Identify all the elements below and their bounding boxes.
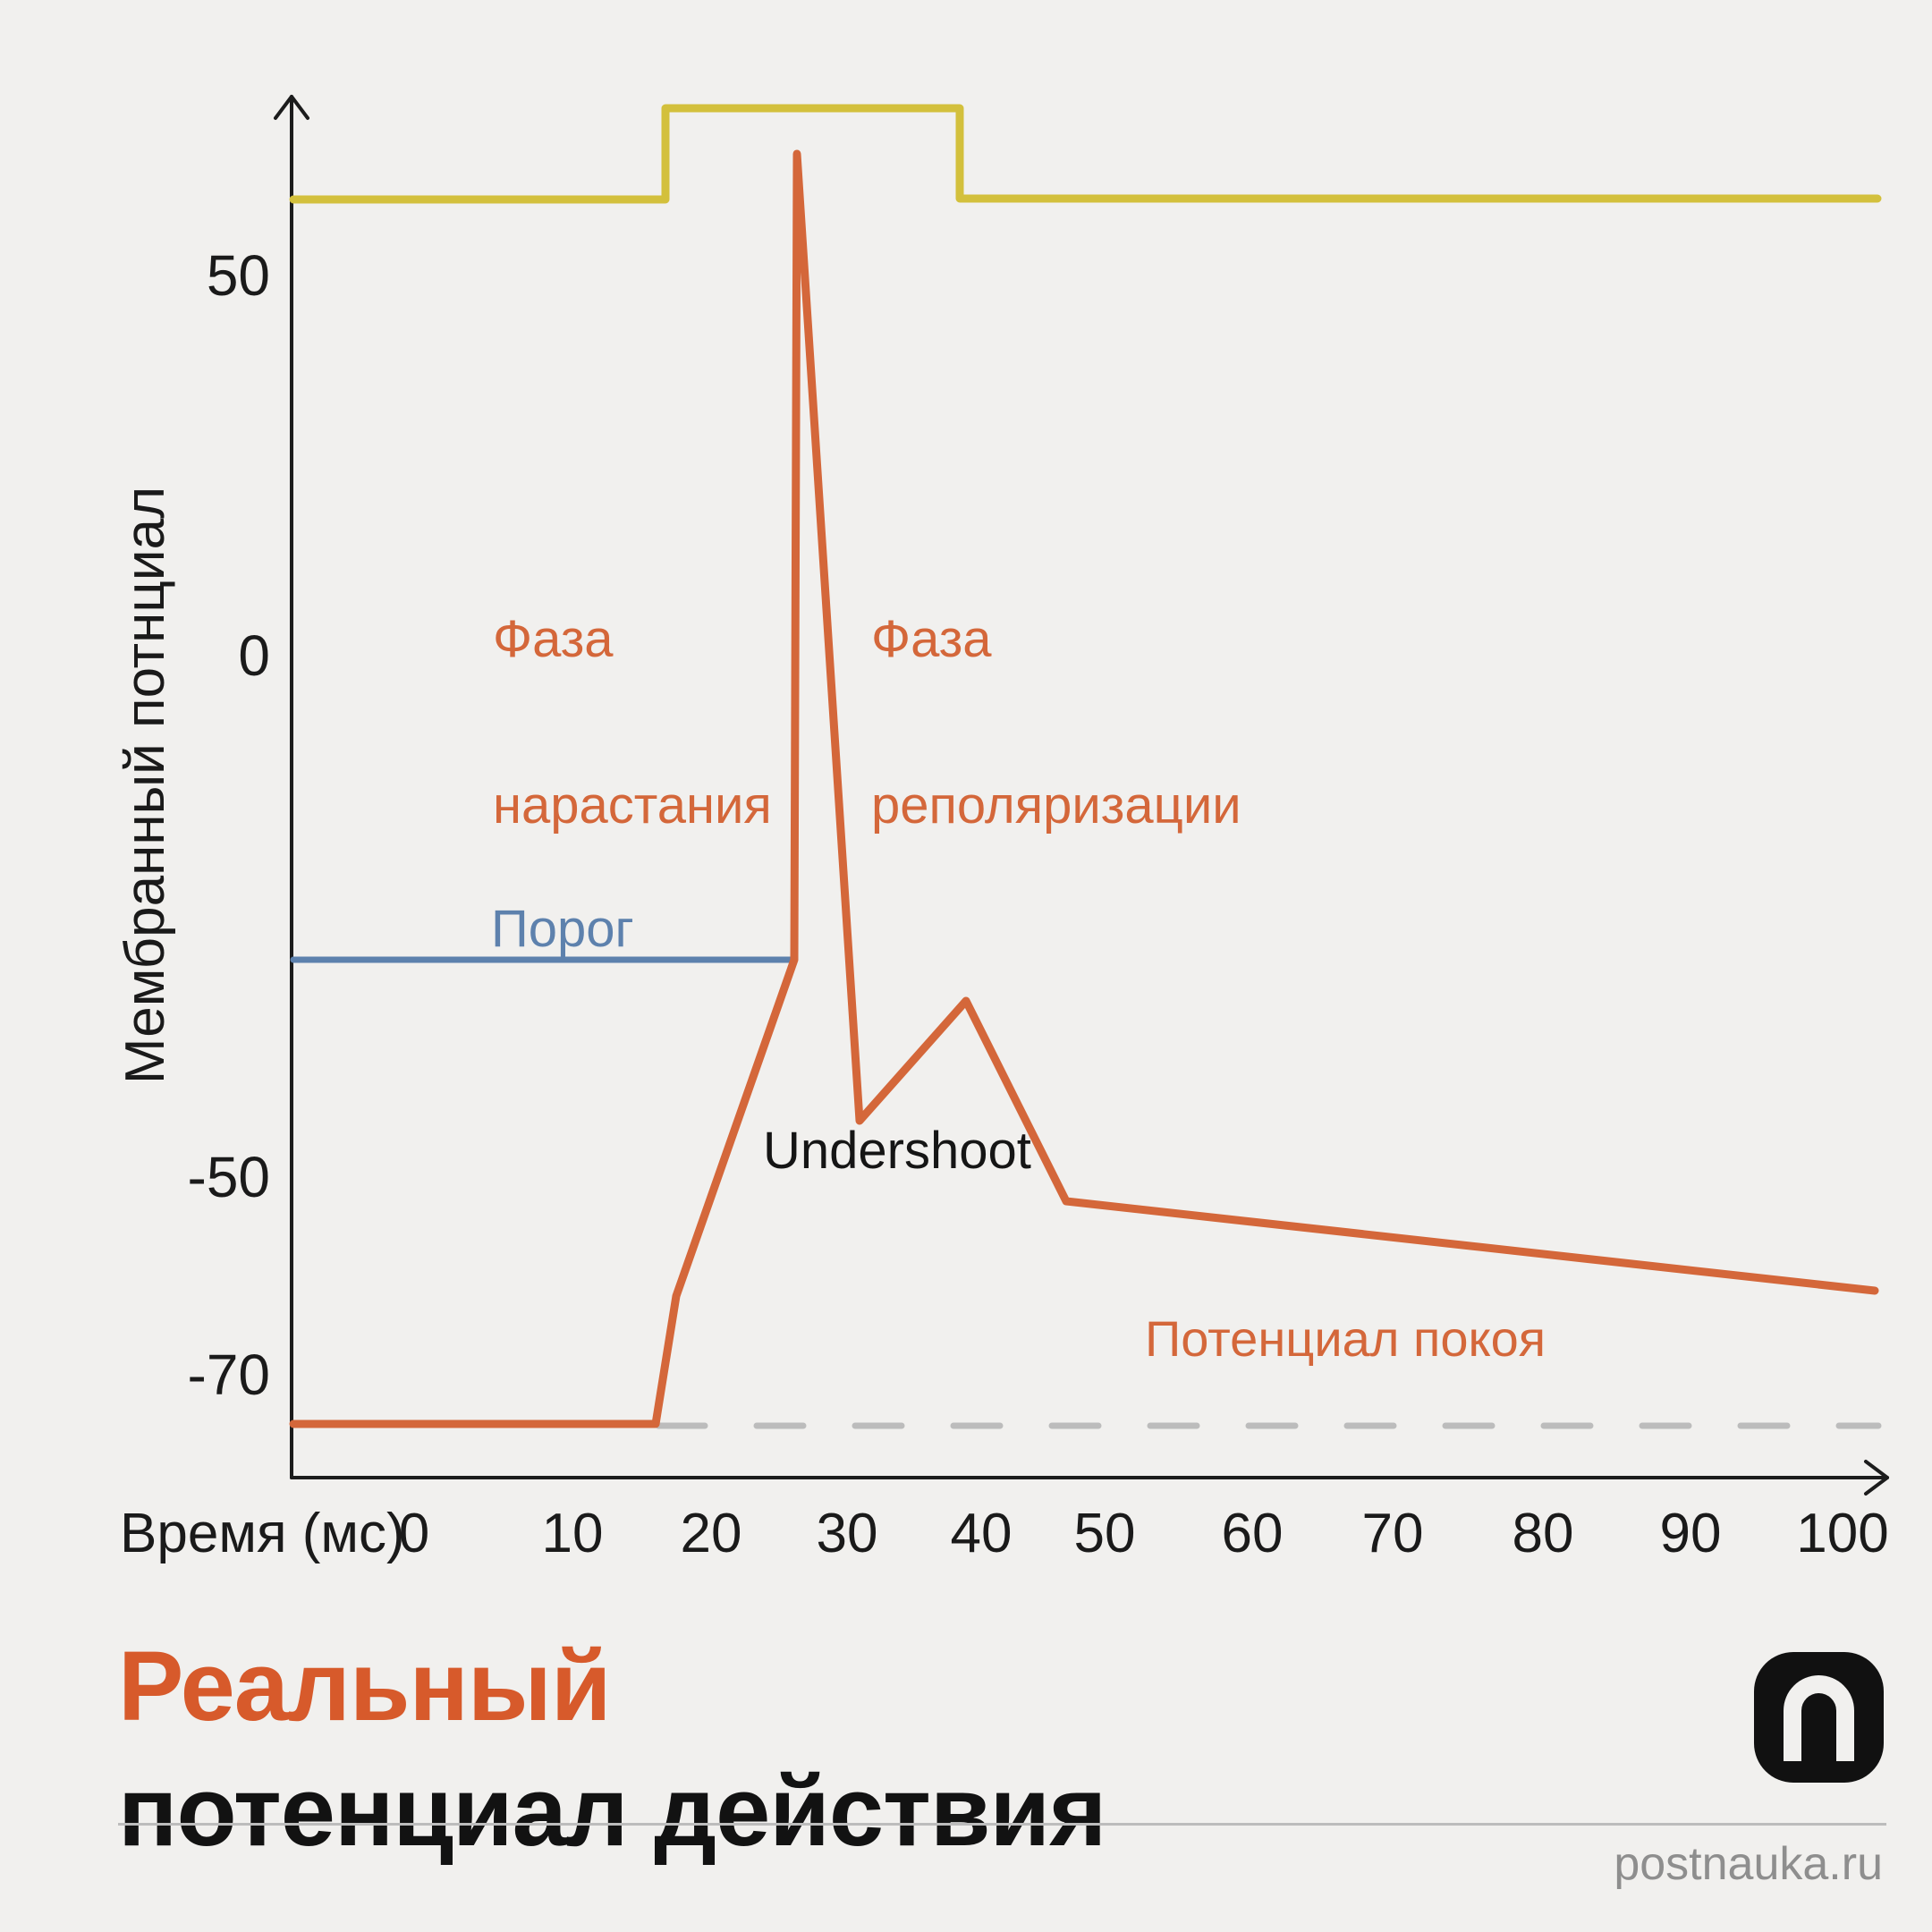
threshold-label: Порог <box>491 900 634 958</box>
y-tick-neg50: -50 <box>187 1145 271 1209</box>
poster-title: Реальный потенциал действия <box>118 1608 1106 1891</box>
x-axis-title: Время (мс) <box>120 1503 405 1564</box>
x-tick-10: 10 <box>541 1503 604 1564</box>
x-tick-70: 70 <box>1361 1503 1424 1564</box>
y-tick-0: 0 <box>238 623 270 688</box>
x-axis-arrowhead <box>1864 1460 1889 1496</box>
y-tick-50: 50 <box>206 243 270 308</box>
y-axis-arrowhead <box>274 95 309 120</box>
rising-phase-line2: нарастания <box>493 776 772 835</box>
postnauka-logo <box>1754 1652 1884 1783</box>
x-tick-60: 60 <box>1221 1503 1284 1564</box>
action-potential-curve <box>289 149 1879 1428</box>
x-tick-30: 30 <box>816 1503 878 1564</box>
y-axis-title: Мембранный потнциал <box>114 486 176 1085</box>
poster-title-line1: Реальный <box>118 1631 612 1741</box>
x-tick-20: 20 <box>680 1503 742 1564</box>
repolarization-line1: Фаза <box>871 610 992 668</box>
repolarization-phase-label: Фаза реполяризации <box>871 501 1241 945</box>
x-tick-40: 40 <box>950 1503 1013 1564</box>
x-tick-100: 100 <box>1796 1503 1889 1564</box>
footer-divider <box>118 1823 1886 1826</box>
repolarization-line2: реполяризации <box>871 776 1241 835</box>
x-tick-80: 80 <box>1512 1503 1574 1564</box>
undershoot-label: Undershoot <box>763 1122 1031 1180</box>
y-tick-neg70: -70 <box>187 1343 271 1407</box>
resting-potential-label: Потенциал покоя <box>1145 1310 1546 1367</box>
x-tick-50: 50 <box>1073 1503 1136 1564</box>
rising-phase-label: Фаза нарастания <box>493 501 772 945</box>
stimulus-line <box>289 104 1882 204</box>
x-tick-0: 0 <box>398 1503 430 1564</box>
rising-phase-line1: Фаза <box>493 610 614 668</box>
poster-title-line2: потенциал действия <box>118 1757 1106 1867</box>
site-url: postnauka.ru <box>1614 1838 1883 1890</box>
postnauka-n-icon <box>1784 1675 1854 1761</box>
x-tick-90: 90 <box>1659 1503 1722 1564</box>
